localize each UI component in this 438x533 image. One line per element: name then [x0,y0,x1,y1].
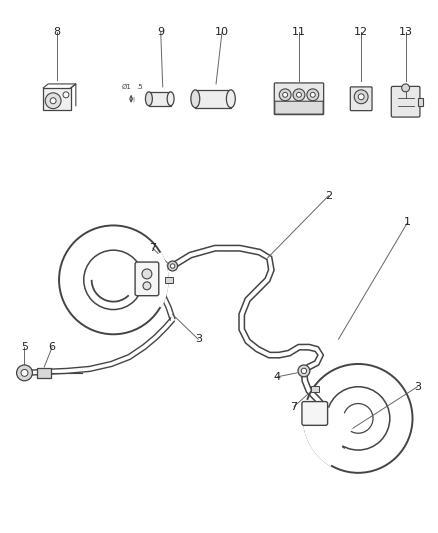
Bar [311,386,319,392]
Text: 3: 3 [195,334,202,344]
Text: 5: 5 [21,342,28,352]
Text: 9: 9 [157,28,164,37]
FancyBboxPatch shape [350,87,372,111]
Circle shape [142,269,152,279]
Circle shape [358,94,364,100]
Circle shape [283,92,288,98]
Text: 7: 7 [149,243,156,253]
Text: 3: 3 [414,382,421,392]
Wedge shape [113,252,169,308]
Circle shape [63,92,69,98]
Circle shape [279,89,291,101]
Text: 2: 2 [325,191,332,201]
Bar [43,88,71,110]
Ellipse shape [167,92,174,106]
Circle shape [301,368,307,374]
Bar [149,92,171,106]
Circle shape [402,84,410,92]
FancyBboxPatch shape [135,262,159,296]
Circle shape [50,98,56,104]
FancyBboxPatch shape [275,101,323,114]
Ellipse shape [191,90,200,108]
Bar [418,98,424,106]
Circle shape [354,90,368,104]
Text: 11: 11 [292,28,306,37]
Bar [37,368,51,378]
Circle shape [297,92,301,98]
Text: 8: 8 [53,28,60,37]
Circle shape [45,93,61,109]
Circle shape [293,89,305,101]
Circle shape [298,365,310,377]
Text: 4: 4 [274,372,281,382]
Ellipse shape [145,92,152,106]
Text: 7: 7 [290,401,297,411]
Wedge shape [303,399,358,466]
FancyBboxPatch shape [274,83,324,115]
Text: 10: 10 [215,28,229,37]
Text: |: | [132,96,134,101]
Bar [165,277,173,283]
Circle shape [307,89,319,101]
Circle shape [168,261,177,271]
Text: 13: 13 [399,28,413,37]
Circle shape [170,264,175,268]
Text: 12: 12 [354,28,368,37]
Text: Ø1: Ø1 [121,84,131,90]
Circle shape [21,369,28,376]
Circle shape [17,365,32,381]
FancyBboxPatch shape [302,401,328,425]
Ellipse shape [226,90,235,108]
FancyBboxPatch shape [391,86,420,117]
Circle shape [311,92,315,98]
Text: .5: .5 [136,84,143,90]
Text: 1: 1 [404,217,411,228]
Bar [195,90,231,108]
Text: 6: 6 [49,342,56,352]
Circle shape [143,282,151,290]
